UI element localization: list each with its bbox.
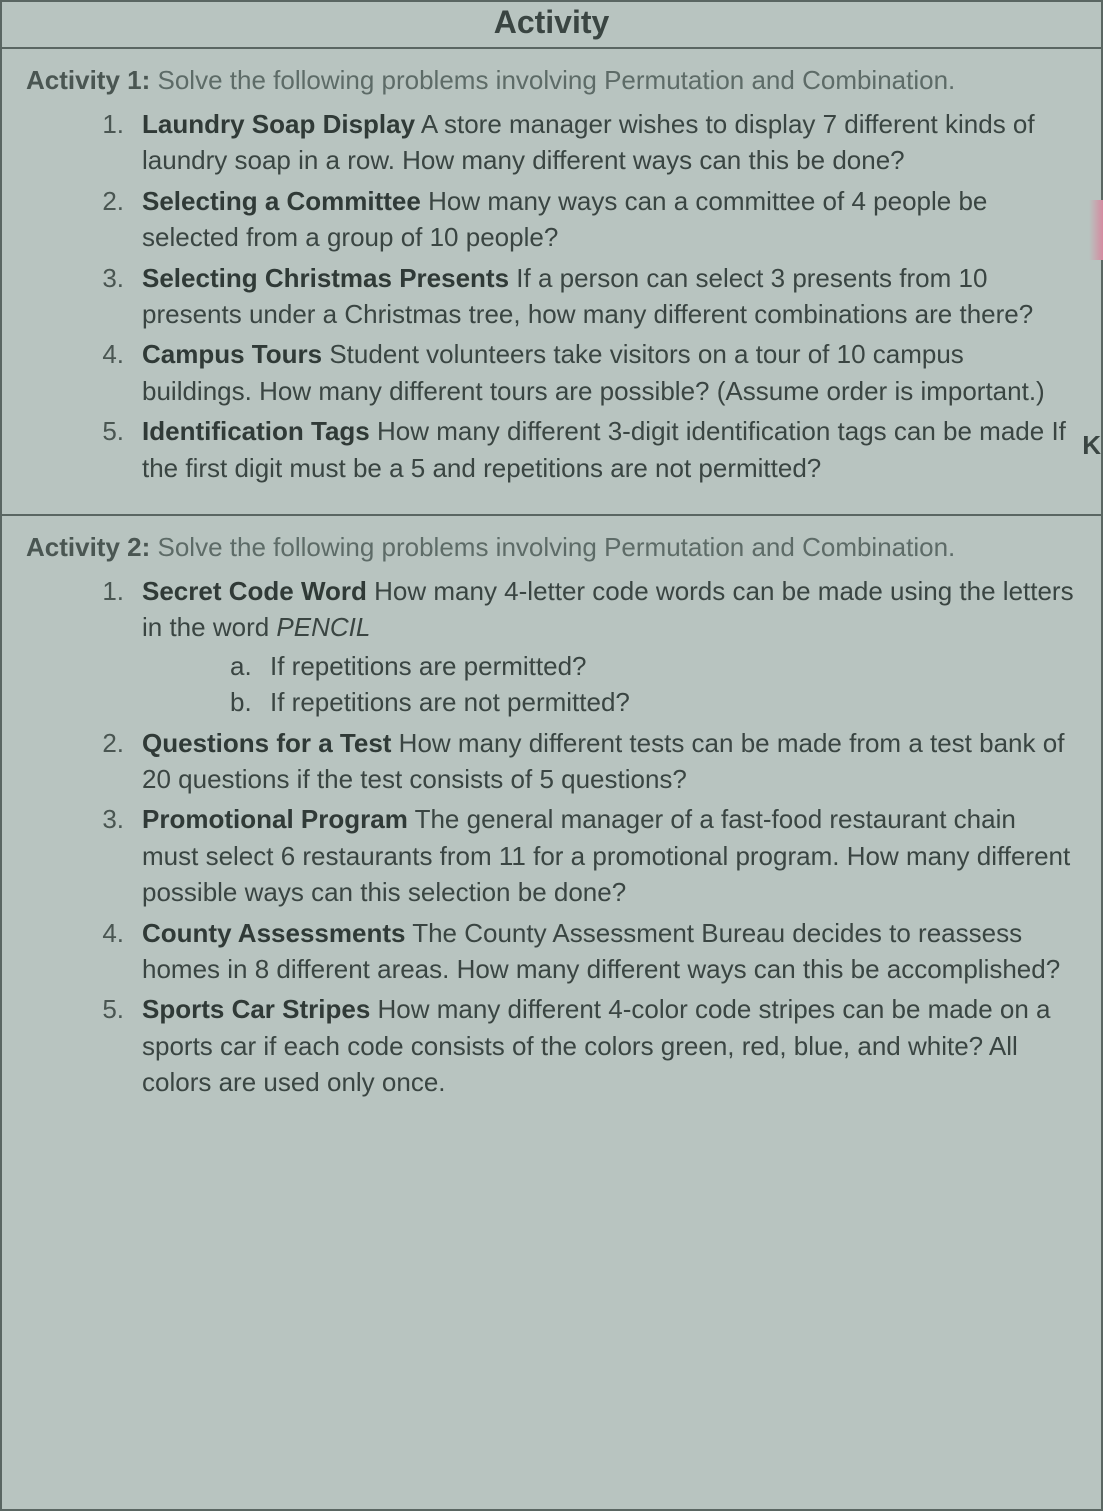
problem-number: 5. [94, 413, 142, 486]
problem-number: 2. [94, 725, 142, 798]
problem-item: 2. Selecting a Committee How many ways c… [94, 183, 1077, 256]
problem-number: 3. [94, 260, 142, 333]
problem-item: 5. Identification Tags How many differen… [94, 413, 1077, 486]
problem-title: Secret Code Word [142, 576, 367, 606]
italic-word: PENCIL [276, 612, 370, 642]
problem-number: 3. [94, 801, 142, 910]
activity-2-section: Activity 2: Solve the following problems… [2, 514, 1101, 1129]
activity-2-problems: 1. Secret Code Word How many 4-letter co… [26, 573, 1077, 1100]
page-edge-mark [1089, 200, 1103, 260]
problem-text: County Assessments The County Assessment… [142, 915, 1077, 988]
problem-number: 1. [94, 106, 142, 179]
problem-text: Promotional Program The general manager … [142, 801, 1077, 910]
problem-title: Campus Tours [142, 339, 322, 369]
sub-item: a. If repetitions are permitted? [230, 648, 1077, 684]
activity-2-intro-text: Solve the following problems involving P… [158, 532, 956, 562]
problem-text: Laundry Soap Display A store manager wis… [142, 106, 1077, 179]
problem-text: Sports Car Stripes How many different 4-… [142, 991, 1077, 1100]
problem-title: Laundry Soap Display [142, 109, 415, 139]
sub-list: a. If repetitions are permitted? b. If r… [142, 646, 1077, 721]
activity-1-problems: 1. Laundry Soap Display A store manager … [26, 106, 1077, 486]
sub-text: If repetitions are not permitted? [270, 684, 630, 720]
problem-title: Promotional Program [142, 804, 408, 834]
sub-item: b. If repetitions are not permitted? [230, 684, 1077, 720]
problem-text: Selecting Christmas Presents If a person… [142, 260, 1077, 333]
margin-letter: K [1082, 430, 1101, 461]
problem-number: 5. [94, 991, 142, 1100]
problem-item: 4. County Assessments The County Assessm… [94, 915, 1077, 988]
activity-1-section: Activity 1: Solve the following problems… [2, 47, 1101, 514]
activity-1-intro-text: Solve the following problems involving P… [158, 65, 956, 95]
problem-title: County Assessments [142, 918, 405, 948]
problem-number: 4. [94, 336, 142, 409]
problem-item: 5. Sports Car Stripes How many different… [94, 991, 1077, 1100]
activity-1-intro: Activity 1: Solve the following problems… [26, 63, 1077, 98]
problem-item: 3. Selecting Christmas Presents If a per… [94, 260, 1077, 333]
sub-letter: a. [230, 648, 270, 684]
problem-text: Questions for a Test How many different … [142, 725, 1077, 798]
page-header: Activity [2, 2, 1101, 47]
problem-number: 2. [94, 183, 142, 256]
problem-item: 1. Laundry Soap Display A store manager … [94, 106, 1077, 179]
problem-number: 4. [94, 915, 142, 988]
problem-item: 3. Promotional Program The general manag… [94, 801, 1077, 910]
problem-item: 2. Questions for a Test How many differe… [94, 725, 1077, 798]
problem-text: Selecting a Committee How many ways can … [142, 183, 1077, 256]
sub-letter: b. [230, 684, 270, 720]
activity-2-label: Activity 2: [26, 532, 150, 562]
problem-text: Identification Tags How many different 3… [142, 413, 1077, 486]
problem-item: 4. Campus Tours Student volunteers take … [94, 336, 1077, 409]
problem-title: Selecting a Committee [142, 186, 421, 216]
problem-title: Selecting Christmas Presents [142, 263, 509, 293]
worksheet-page: Activity Activity 1: Solve the following… [0, 0, 1103, 1511]
sub-text: If repetitions are permitted? [270, 648, 587, 684]
activity-2-intro: Activity 2: Solve the following problems… [26, 530, 1077, 565]
problem-item: 1. Secret Code Word How many 4-letter co… [94, 573, 1077, 721]
problem-title: Identification Tags [142, 416, 370, 446]
problem-number: 1. [94, 573, 142, 721]
activity-1-label: Activity 1: [26, 65, 150, 95]
problem-text: Campus Tours Student volunteers take vis… [142, 336, 1077, 409]
problem-title: Questions for a Test [142, 728, 391, 758]
problem-text: Secret Code Word How many 4-letter code … [142, 573, 1077, 721]
problem-title: Sports Car Stripes [142, 994, 370, 1024]
